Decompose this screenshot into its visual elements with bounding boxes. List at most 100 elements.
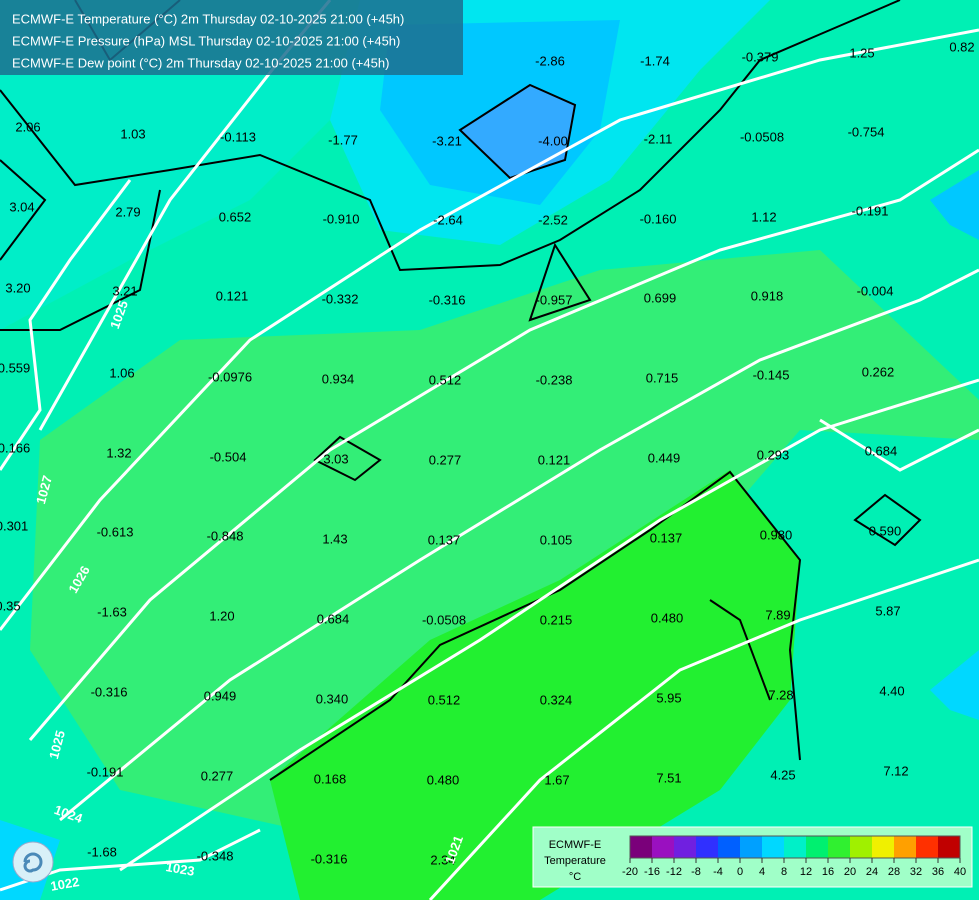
value-label: -0.348: [197, 848, 234, 863]
legend-swatch: [718, 836, 741, 858]
value-label: 3.20: [5, 280, 30, 295]
cold-zone: [930, 170, 979, 240]
value-label: 7.12: [883, 763, 908, 778]
value-label: -1.77: [328, 132, 358, 147]
value-label: 0.137: [428, 532, 461, 547]
legend-swatch: [894, 836, 917, 858]
legend-swatch: [828, 836, 851, 858]
value-label: 1.03: [120, 126, 145, 141]
legend-tick-label: 20: [844, 866, 856, 878]
value-label: -1.74: [640, 53, 670, 68]
contour: [0, 0, 901, 272]
value-label: 0.137: [650, 530, 683, 545]
value-label: 0.82: [949, 39, 974, 54]
value-label: 0.512: [429, 372, 462, 387]
contour: [853, 493, 922, 547]
value-label: 0.684: [317, 611, 350, 626]
value-label: 0.652: [219, 209, 252, 224]
header-panel: [0, 0, 463, 75]
value-label: -0.316: [429, 292, 466, 307]
legend-swatch: [652, 836, 675, 858]
value-label: 5.95: [656, 690, 681, 705]
isobar-line: [0, 28, 979, 631]
legend-swatch: [696, 836, 719, 858]
value-label: 1.06: [109, 365, 134, 380]
legend-swatch: [916, 836, 939, 858]
value-label: 2.79: [115, 204, 140, 219]
value-label: 0.699: [644, 290, 677, 305]
value-label: 5.87: [875, 603, 900, 618]
value-label: 0.168: [314, 771, 347, 786]
cool-zone: [0, 0, 380, 330]
legend-title: ECMWF-E: [549, 839, 602, 851]
contour: [709, 599, 771, 701]
value-label: -0.145: [753, 367, 790, 382]
value-label: 7.89: [765, 607, 790, 622]
legend-tick-label: -20: [622, 866, 638, 878]
header: ECMWF-E Temperature (°C) 2m Thursday 02-…: [12, 11, 404, 70]
legend-tick-label: -8: [691, 866, 701, 878]
value-label: -3.21: [432, 133, 462, 148]
value-label: 3.04: [9, 199, 34, 214]
contour: [528, 242, 592, 322]
value-label: -0.316: [311, 851, 348, 866]
value-label: 0.512: [428, 692, 461, 707]
legend-swatch: [740, 836, 763, 858]
value-label: 0.949: [204, 688, 237, 703]
value-label: 0.480: [427, 772, 460, 787]
contour: [0, 159, 47, 261]
value-label: -0.910: [323, 211, 360, 226]
isobar-label: 1022: [49, 874, 80, 894]
legend-unit: °C: [569, 871, 581, 883]
value-label: -0.0508: [422, 612, 466, 627]
value-label: -0.191: [87, 764, 124, 779]
logo: [12, 841, 54, 883]
logo-circle: [12, 841, 54, 883]
value-label: 0.324: [540, 692, 573, 707]
isobar-line: [28, 148, 979, 741]
value-label: -0.191: [852, 203, 889, 218]
isobar-line: [819, 418, 979, 472]
cold-core: [458, 83, 577, 180]
value-label: 0.934: [322, 371, 355, 386]
value-label: 4.40: [879, 683, 904, 698]
warm-zone: [270, 470, 800, 900]
legend-bar-frame: [629, 835, 961, 859]
value-label: -2.11: [644, 131, 673, 146]
header-line: ECMWF-E Pressure (hPa) MSL Thursday 02-1…: [12, 33, 400, 48]
legend-tick-label: 8: [781, 866, 787, 878]
value-label: 0.293: [757, 447, 790, 462]
value-label: 0.340: [316, 691, 349, 706]
value-label: -0.160: [640, 211, 677, 226]
value-label: 1.67: [544, 772, 569, 787]
value-label: 0.980: [760, 527, 793, 542]
value-label: 0.35: [0, 598, 21, 613]
value-label: 0.715: [646, 370, 679, 385]
legend-tick-label: -12: [666, 866, 682, 878]
value-label: -0.754: [848, 124, 885, 139]
mild-zone: [30, 250, 979, 830]
legend-tick-label: 24: [866, 866, 878, 878]
legend-tick-label: 40: [954, 866, 966, 878]
legend-swatch: [784, 836, 807, 858]
value-label: 0.215: [540, 612, 573, 627]
legend-tick-label: -4: [713, 866, 723, 878]
value-label: 1.20: [209, 608, 234, 623]
isobar-line: [0, 179, 132, 471]
value-label: -0.504: [210, 449, 247, 464]
value-label: -0.613: [97, 524, 134, 539]
value-label: 0.301: [0, 518, 28, 533]
contour: [269, 470, 802, 781]
value-label: -4.00: [538, 133, 568, 148]
value-label: -0.316: [91, 684, 128, 699]
legend-tick-label: 16: [822, 866, 834, 878]
isobar-label: 1023: [165, 859, 196, 879]
value-labels: -2.86 -1.74 -0.379 1.25 0.82 2.06 1.03 -0.113 -1…: [0, 39, 975, 867]
contour: [313, 435, 382, 482]
value-label: 0.262: [862, 364, 895, 379]
value-label: -2.86: [535, 53, 565, 68]
legend-tick-label: 12: [800, 866, 812, 878]
value-label: 0.918: [751, 288, 784, 303]
cold-zone: [930, 650, 979, 720]
